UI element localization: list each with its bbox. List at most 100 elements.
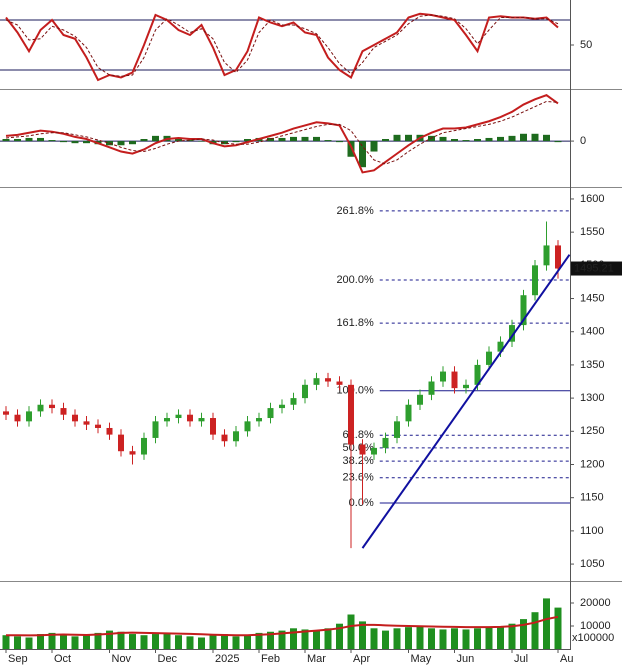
bar xyxy=(14,636,21,649)
candle-body xyxy=(26,411,32,422)
candle-body xyxy=(141,437,147,455)
bar xyxy=(405,627,412,649)
bar xyxy=(37,137,44,142)
bar xyxy=(94,632,102,649)
bar xyxy=(313,630,320,649)
candle-body xyxy=(175,414,182,419)
candle-body xyxy=(198,418,205,422)
bar xyxy=(2,139,10,142)
fib-label: 200.0% xyxy=(336,274,374,286)
bar xyxy=(347,614,355,649)
bar xyxy=(485,627,493,649)
bar xyxy=(336,141,343,143)
x-tick-label: Apr xyxy=(353,653,370,665)
bar xyxy=(48,140,56,142)
fib-label: 23.6% xyxy=(343,472,374,484)
candle-body xyxy=(371,447,377,455)
bar xyxy=(14,139,21,142)
bar xyxy=(324,140,332,142)
candle-body xyxy=(267,408,274,419)
bar xyxy=(232,141,240,143)
candle-body xyxy=(555,245,561,269)
candle-body xyxy=(152,421,159,438)
y-tick-label: 1350 xyxy=(580,359,604,371)
fib-label: 161.8% xyxy=(336,317,374,329)
bar xyxy=(152,135,159,142)
unit-label: x100000 xyxy=(572,632,614,644)
x-tick-label: May xyxy=(411,653,432,665)
y-tick-label: 0 xyxy=(580,135,586,147)
fib-label: 50.0% xyxy=(343,442,374,454)
y-tick-label: 1400 xyxy=(580,326,604,338)
bar xyxy=(290,136,297,142)
price-tag-box xyxy=(571,261,622,276)
bar xyxy=(520,619,527,649)
fib-label: 0.0% xyxy=(349,497,374,509)
bar xyxy=(451,628,458,649)
bar xyxy=(106,630,113,649)
bar xyxy=(485,137,493,142)
bar xyxy=(278,137,286,142)
bar xyxy=(428,628,435,649)
bar xyxy=(244,139,251,142)
bar xyxy=(255,632,263,649)
bar xyxy=(359,141,366,168)
bar xyxy=(290,628,297,649)
candle-body xyxy=(417,394,423,405)
bar xyxy=(209,635,217,649)
fib-label: 38.2% xyxy=(343,455,374,467)
x-tick-label: Mar xyxy=(307,653,326,665)
bar xyxy=(439,136,447,142)
candle-body xyxy=(543,245,550,266)
trend-line xyxy=(361,254,571,549)
bar xyxy=(313,136,320,142)
bar xyxy=(163,632,171,649)
candle-body xyxy=(72,414,78,422)
bar xyxy=(359,621,366,649)
x-tick-label: Jul xyxy=(514,653,528,665)
candle-body xyxy=(497,341,504,352)
candle-body xyxy=(60,408,67,415)
bar xyxy=(221,141,228,145)
bar xyxy=(543,134,550,142)
candle-body xyxy=(210,418,216,435)
y-tick-label: 1600 xyxy=(580,193,604,205)
x-tick-label: 2025 xyxy=(215,653,239,665)
bar xyxy=(221,634,228,649)
bar xyxy=(140,635,148,649)
x-tick-label: Feb xyxy=(261,653,280,665)
bar xyxy=(497,136,504,142)
bar xyxy=(474,628,481,649)
series-line xyxy=(5,12,559,82)
y-tick-label: 1100 xyxy=(580,525,604,537)
candle-body xyxy=(405,404,412,422)
bar xyxy=(462,629,470,649)
candle-body xyxy=(221,434,228,442)
bar xyxy=(186,140,194,142)
candle-body xyxy=(463,384,469,389)
y-tick-label: 10000 xyxy=(580,620,611,632)
bar xyxy=(405,134,412,142)
candle-body xyxy=(486,351,492,365)
bar xyxy=(382,139,389,142)
bar xyxy=(462,140,470,142)
fib-label: 100.0% xyxy=(336,385,374,397)
bar xyxy=(324,628,332,649)
bar xyxy=(117,631,125,649)
bar xyxy=(497,626,504,649)
candle-body xyxy=(279,404,285,409)
bar xyxy=(83,635,90,649)
candle-body xyxy=(394,421,400,438)
bar xyxy=(554,141,562,143)
y-tick-label: 50 xyxy=(580,39,592,51)
series-line xyxy=(5,14,559,77)
bar xyxy=(474,139,481,142)
bar xyxy=(451,139,458,142)
bar xyxy=(2,635,10,649)
bar xyxy=(175,137,182,142)
bar xyxy=(60,141,67,143)
candle-body xyxy=(325,378,331,382)
fib-label: 61.8% xyxy=(343,429,374,441)
